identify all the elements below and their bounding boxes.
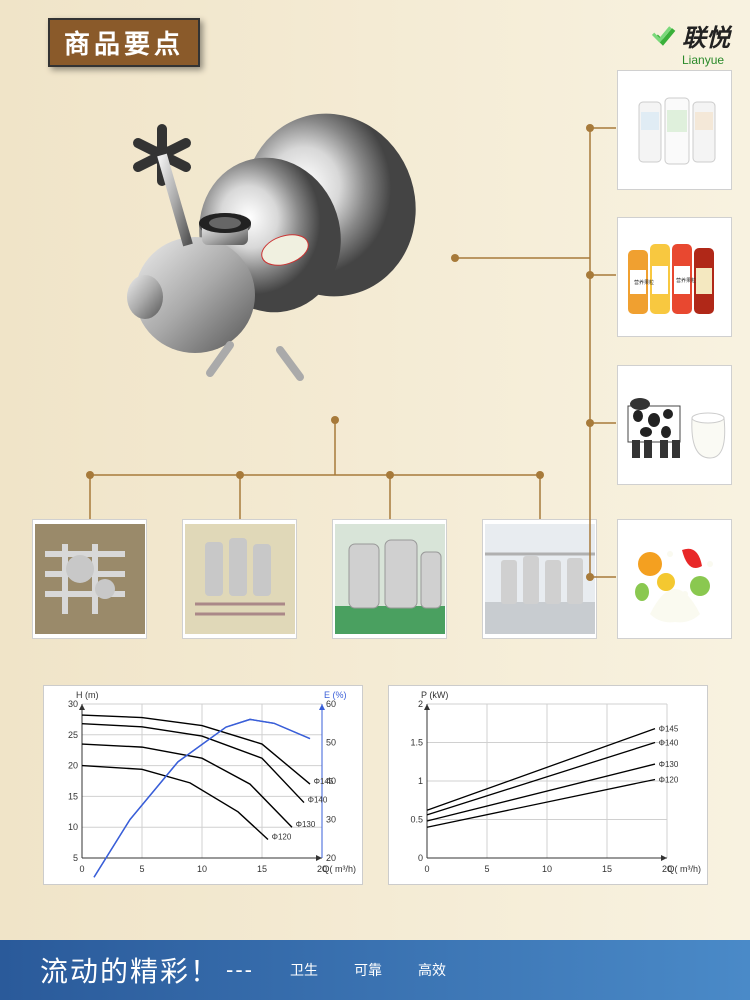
brand-logo-icon [652,23,678,49]
svg-text:60: 60 [326,699,336,709]
svg-text:1.5: 1.5 [410,738,423,748]
svg-text:5: 5 [484,864,489,874]
thumb-plant [182,519,297,639]
brand-name: 联悦 [682,18,730,53]
svg-text:Φ120: Φ120 [658,775,678,784]
footer-banner: 流动的精彩！ --- 卫生 可靠 高效 [0,940,750,1000]
thumb-beverages: 营养果粒 营养果粒 [617,217,732,337]
svg-text:0: 0 [79,864,84,874]
tag-2: 可靠 [354,960,382,980]
svg-text:30: 30 [67,699,77,709]
dashes: --- [226,957,254,983]
svg-text:0.5: 0.5 [410,815,423,825]
section-title: 商品要点 [48,18,200,67]
thumb-dairy [617,365,732,485]
svg-text:Φ140: Φ140 [658,739,678,748]
svg-text:Φ130: Φ130 [295,820,315,829]
thumb-pharma [617,70,732,190]
svg-text:15: 15 [67,791,77,801]
svg-text:30: 30 [326,815,336,825]
svg-text:50: 50 [326,738,336,748]
application-diagram: 营养果粒 营养果粒 [0,65,750,615]
svg-text:2: 2 [417,699,422,709]
svg-text:Φ145: Φ145 [658,725,678,734]
svg-text:1: 1 [417,776,422,786]
tag-1: 卫生 [290,960,318,980]
svg-text:Φ120: Φ120 [271,833,291,842]
svg-text:Q( m³/h): Q( m³/h) [667,864,701,874]
svg-text:营养果粒: 营养果粒 [676,277,696,284]
thumb-fruit [617,519,732,639]
tag-3: 高效 [418,960,446,980]
thumb-pipework [32,519,147,639]
svg-text:10: 10 [196,864,206,874]
svg-text:P (kW): P (kW) [421,690,448,700]
head-efficiency-chart: 05101520510152025302030405060H (m)E (%)Q… [43,685,363,885]
svg-text:Q( m³/h): Q( m³/h) [322,864,356,874]
svg-text:25: 25 [67,730,77,740]
svg-text:0: 0 [424,864,429,874]
svg-text:10: 10 [67,822,77,832]
svg-text:15: 15 [256,864,266,874]
svg-text:H (m): H (m) [76,690,99,700]
thumb-factory-line [482,519,597,639]
svg-text:Φ130: Φ130 [658,760,678,769]
svg-text:20: 20 [326,853,336,863]
slogan: 流动的精彩！ [40,950,220,990]
power-chart: 0510152000.511.52P (kW)Q( m³/h)Φ145Φ140Φ… [388,685,708,885]
pump-illustration [110,95,450,385]
svg-text:营养果粒: 营养果粒 [634,279,654,286]
svg-text:Φ140: Φ140 [307,796,327,805]
svg-text:Φ145: Φ145 [313,777,333,786]
svg-text:20: 20 [67,761,77,771]
brand-block: 联悦 Lianyue [652,18,730,67]
svg-text:15: 15 [601,864,611,874]
thumb-tanks [332,519,447,639]
svg-text:10: 10 [541,864,551,874]
svg-text:5: 5 [72,853,77,863]
svg-text:5: 5 [139,864,144,874]
svg-text:E (%): E (%) [324,690,347,700]
svg-text:0: 0 [417,853,422,863]
